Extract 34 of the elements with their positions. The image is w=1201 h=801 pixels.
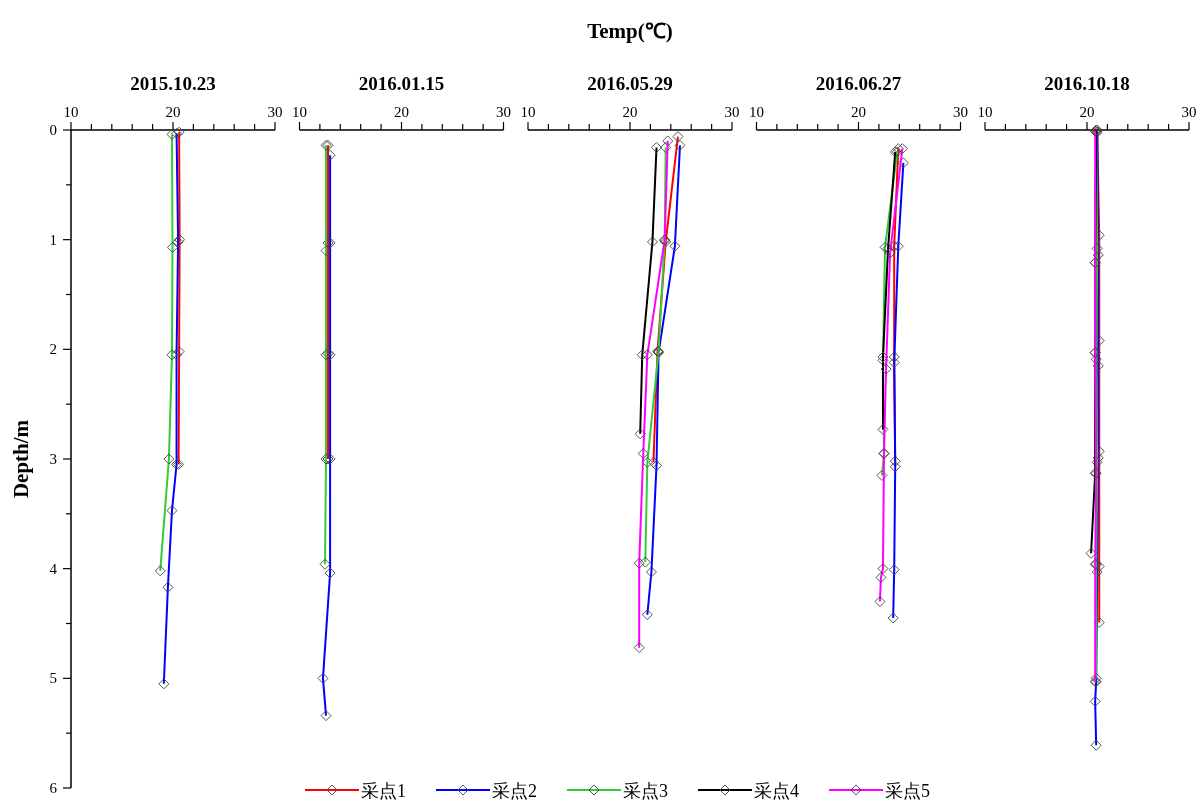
- chart-title: 2016.01.15: [358, 73, 445, 94]
- chart-title: 2015.10.23: [130, 73, 216, 94]
- legend-label: 采点3: [623, 781, 668, 801]
- chart-title: 2016.10.18: [1044, 73, 1130, 94]
- x-tick-label: 10: [977, 104, 993, 120]
- x-tick-label: 30: [267, 104, 283, 120]
- x-tick-label: 30: [496, 104, 511, 120]
- x-tick-label: 20: [622, 104, 638, 120]
- x-tick-label: 30: [953, 104, 968, 120]
- x-tick-label: 10: [520, 104, 536, 120]
- x-tick-label: 10: [63, 104, 79, 120]
- legend-label: 采点5: [885, 781, 930, 801]
- chart-title: 2016.05.29: [587, 73, 673, 94]
- x-tick-label: 20: [394, 104, 409, 120]
- y-tick-label: 2: [49, 341, 57, 358]
- chart-title: 2016.06.27: [815, 73, 902, 94]
- legend-label: 采点1: [361, 781, 406, 801]
- y-tick-label: 0: [49, 122, 57, 138]
- x-tick-label: 30: [1181, 104, 1197, 120]
- y-tick-label: 6: [49, 780, 58, 796]
- y-tick-label: 4: [49, 560, 58, 577]
- legend-label: 采点4: [754, 781, 799, 801]
- y-tick-label: 5: [49, 670, 57, 687]
- y-axis-title: Depth/m: [9, 419, 33, 499]
- x-tick-label: 30: [724, 104, 740, 120]
- x-tick-label: 20: [851, 104, 866, 120]
- y-tick-label: 3: [49, 451, 57, 467]
- x-tick-label: 10: [749, 104, 764, 120]
- x-tick-label: 20: [165, 104, 181, 120]
- x-axis-title: Temp(℃): [587, 19, 673, 43]
- x-tick-label: 10: [292, 104, 307, 120]
- x-tick-label: 20: [1079, 104, 1095, 120]
- y-tick-label: 1: [49, 231, 57, 248]
- legend-label: 采点2: [492, 781, 537, 801]
